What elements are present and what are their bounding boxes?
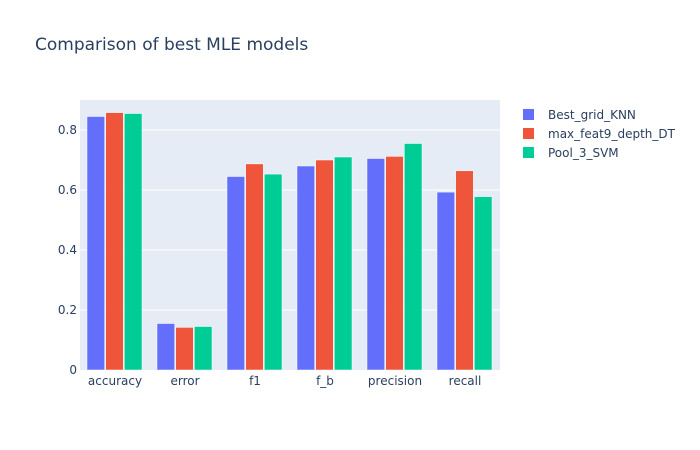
legend-label[interactable]: Best_grid_KNN — [548, 108, 636, 122]
bar-max_feat9_depth_DT-f1[interactable] — [245, 163, 264, 371]
bar-max_feat9_depth_DT-precision[interactable] — [385, 156, 404, 371]
bar-Pool_3_SVM-accuracy[interactable] — [124, 113, 143, 371]
plot-area — [80, 100, 500, 370]
x-tick-label: precision — [368, 374, 422, 388]
bar-Pool_3_SVM-error[interactable] — [194, 326, 213, 371]
bar-max_feat9_depth_DT-recall[interactable] — [455, 170, 474, 371]
legend-swatch[interactable] — [523, 147, 534, 158]
x-axis-ticks: accuracy error f1 f_b precision recall — [88, 374, 481, 388]
legend[interactable]: Best_grid_KNN max_feat9_depth_DT Pool_3_SV… — [523, 108, 676, 160]
bar-Pool_3_SVM-precision[interactable] — [404, 143, 423, 371]
gridlines — [80, 129, 500, 311]
y-tick-label: 0 — [69, 363, 77, 377]
bar-Best_grid_KNN-f1[interactable] — [226, 176, 245, 371]
x-tick-label: recall — [449, 374, 482, 388]
bar-Best_grid_KNN-recall[interactable] — [436, 191, 455, 371]
x-tick-label: f_b — [316, 374, 334, 388]
bar-Best_grid_KNN-accuracy[interactable] — [86, 116, 105, 371]
legend-label[interactable]: Pool_3_SVM — [548, 146, 619, 160]
bar-Pool_3_SVM-f1[interactable] — [264, 173, 283, 371]
y-tick-label: 0.6 — [58, 183, 77, 197]
bar-Best_grid_KNN-f_b[interactable] — [296, 165, 315, 371]
y-tick-label: 0.4 — [58, 243, 77, 257]
legend-label[interactable]: max_feat9_depth_DT — [548, 127, 676, 141]
bars — [86, 112, 493, 371]
y-tick-label: 0.8 — [58, 123, 77, 137]
chart-title: Comparison of best MLE models — [35, 35, 308, 55]
bar-max_feat9_depth_DT-f_b[interactable] — [315, 159, 334, 371]
x-tick-label: f1 — [249, 374, 261, 388]
bar-Pool_3_SVM-f_b[interactable] — [334, 156, 353, 371]
x-tick-label: error — [170, 374, 199, 388]
x-tick-label: accuracy — [88, 374, 142, 388]
y-tick-label: 0.2 — [58, 303, 77, 317]
legend-swatch[interactable] — [523, 128, 534, 139]
bar-Pool_3_SVM-recall[interactable] — [474, 196, 493, 371]
bar-max_feat9_depth_DT-error[interactable] — [175, 327, 194, 371]
bar-Best_grid_KNN-precision[interactable] — [366, 158, 385, 371]
y-axis-ticks: 0 0.2 0.4 0.6 0.8 — [58, 123, 77, 377]
bar-max_feat9_depth_DT-accuracy[interactable] — [105, 112, 124, 371]
legend-swatch[interactable] — [523, 109, 534, 120]
bar-Best_grid_KNN-error[interactable] — [156, 323, 175, 371]
